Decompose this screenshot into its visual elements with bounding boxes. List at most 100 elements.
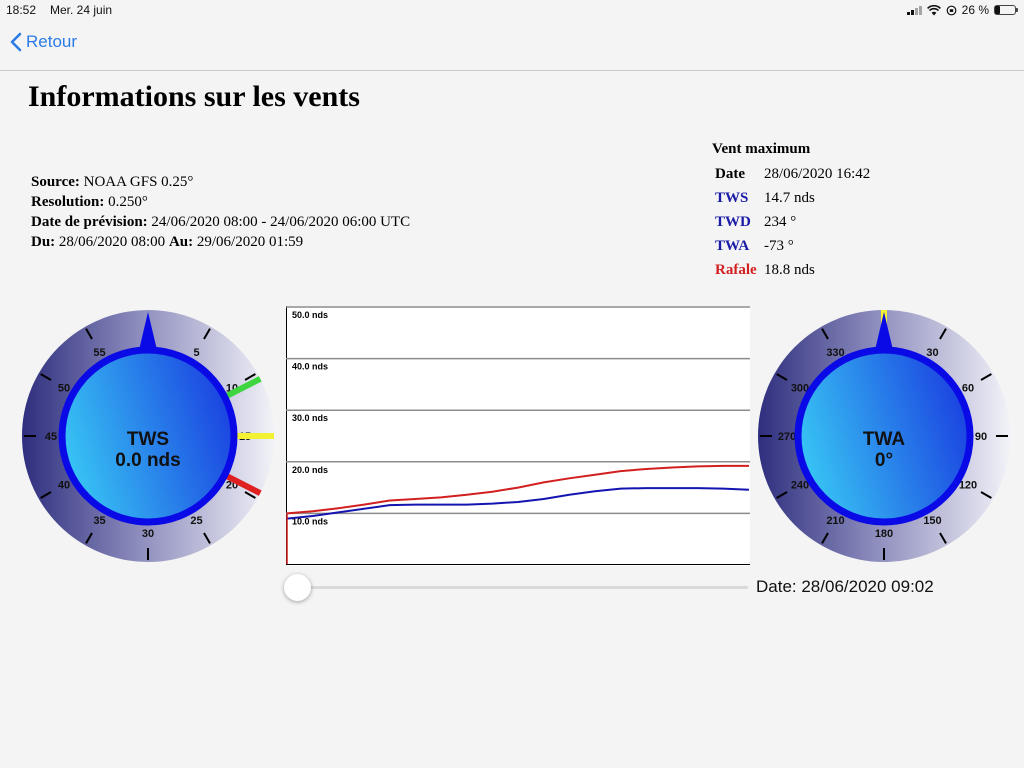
- gauge-tick-label: 150: [923, 515, 941, 527]
- chart-y-tick-label: 10.0 nds: [292, 516, 328, 526]
- navigation-bar: Retour: [0, 22, 1024, 71]
- max-wind-key: Date: [715, 165, 745, 182]
- cellular-signal-icon: [906, 5, 922, 15]
- gauge-tick-label: 90: [975, 431, 987, 443]
- status-time: 18:52: [6, 3, 37, 17]
- gauge-tick-label: 30: [926, 347, 938, 359]
- gauge-tick: [244, 373, 256, 381]
- status-bar: 18:52 Mer. 24 juin 26 %: [0, 0, 1024, 22]
- page-title: Informations sur les vents: [28, 80, 360, 113]
- max-wind-value: 234 °: [764, 213, 797, 230]
- to-value: 29/06/2020 01:59: [196, 234, 304, 250]
- max-wind-value: -73 °: [764, 237, 794, 254]
- max-wind-key: TWA: [715, 237, 750, 254]
- max-wind-key: TWS: [715, 189, 749, 206]
- back-button[interactable]: Retour: [10, 32, 77, 52]
- wind-speed-chart: 10.0 nds 20.0 nds 30.0 nds 40.0 nds 50.0 nds: [286, 306, 750, 566]
- gauge-tick: [203, 328, 211, 340]
- slider-track[interactable]: [284, 586, 748, 589]
- max-wind-key: Rafale: [715, 261, 757, 278]
- gauge-marker: [225, 376, 262, 399]
- gauge-value: 0.0 nds: [115, 450, 180, 471]
- chart-y-tick-label: 40.0 nds: [292, 362, 328, 372]
- forecast-date-line: Date de prévision: 24/06/2020 08:00 - 24…: [31, 212, 410, 232]
- gauge-tick-label: 55: [93, 347, 105, 359]
- gauge-marker: [225, 473, 262, 496]
- gauge-tick: [821, 532, 829, 544]
- gauge-tick: [244, 491, 256, 499]
- max-wind-row-twd: TWD 234 °: [712, 210, 870, 234]
- gauge-tick-label: 25: [190, 515, 202, 527]
- source-value: NOAA GFS 0.25°: [83, 174, 194, 190]
- from-value: 28/06/2020 08:00: [58, 234, 166, 250]
- max-wind-row-gust: Rafale 18.8 nds: [712, 258, 870, 282]
- gauge-tick: [939, 328, 947, 340]
- gauge-tick-label: 120: [959, 480, 977, 492]
- gauge-tick-label: 45: [45, 431, 57, 443]
- time-slider[interactable]: [284, 573, 748, 603]
- gauge-tick: [40, 491, 52, 499]
- max-wind-title: Vent maximum: [712, 141, 811, 157]
- gauge-tick: [85, 532, 93, 544]
- tws-gauge: 510152025303540455055 TWS 0.0 nds: [22, 310, 274, 562]
- max-wind-value: 14.7 nds: [764, 189, 815, 206]
- gauge-tick: [776, 491, 788, 499]
- gauge-tick-label: 50: [58, 383, 70, 395]
- gauge-label: TWS: [127, 429, 169, 450]
- chart-series-line: [286, 464, 749, 515]
- to-label: Au:: [168, 234, 194, 250]
- wifi-icon: [926, 4, 941, 15]
- battery-icon: [994, 5, 1018, 15]
- chart-series-line: [286, 487, 750, 520]
- gauge-tick: [980, 491, 992, 499]
- source-line: Source: NOAA GFS 0.25°: [31, 172, 410, 192]
- chart-background: [286, 306, 750, 566]
- gauge-tick-label: 5: [193, 347, 199, 359]
- gauge-tick-label: 270: [778, 431, 796, 443]
- max-wind-value: 18.8 nds: [764, 261, 815, 278]
- max-wind-row-twa: TWA -73 °: [712, 234, 870, 258]
- max-wind-row-tws: TWS 14.7 nds: [712, 186, 870, 210]
- period-line: Du: 28/06/2020 08:00 Au: 29/06/2020 01:5…: [31, 232, 410, 252]
- chart-y-tick-label: 30.0 nds: [292, 413, 328, 423]
- gauge-tick: [980, 373, 992, 381]
- max-wind-panel: Vent maximum Date 28/06/2020 16:42 TWS 14.…: [712, 141, 870, 282]
- forecast-date-value: 24/06/2020 08:00 - 24/06/2020 06:00 UTC: [151, 214, 411, 230]
- gauge-tick-label: 330: [826, 347, 844, 359]
- gauge-tick-label: 40: [58, 480, 70, 492]
- gauge-tick: [776, 373, 788, 381]
- gauge-tick-label: 300: [791, 383, 809, 395]
- gauge-tick-label: 60: [962, 383, 974, 395]
- gauge-tick-label: 30: [142, 528, 154, 540]
- forecast-info: Source: NOAA GFS 0.25° Resolution: 0.250…: [31, 172, 410, 252]
- max-wind-row-date: Date 28/06/2020 16:42: [712, 162, 870, 186]
- resolution-line: Resolution: 0.250°: [31, 192, 410, 212]
- slider-thumb[interactable]: [284, 574, 311, 601]
- gauge-label: TWA: [863, 429, 905, 450]
- resolution-value: 0.250°: [108, 194, 148, 210]
- current-date-label: Date: 28/06/2020 09:02: [756, 577, 934, 596]
- gauge-needle: [875, 312, 893, 350]
- forecast-date-label: Date de prévision:: [31, 214, 148, 230]
- gauge-tick: [939, 532, 947, 544]
- resolution-label: Resolution:: [31, 194, 105, 210]
- twa-gauge: 30 60 90 120 150 180 210 240 270 300 330 TWA 0°: [758, 310, 1010, 562]
- gauge-tick-label: 35: [93, 515, 105, 527]
- gauge-tick: [40, 373, 52, 381]
- orientation-lock-icon: [946, 5, 957, 15]
- battery-percent: 26 %: [961, 3, 989, 17]
- gauge-tick: [821, 328, 829, 340]
- gauge-needle: [139, 312, 157, 350]
- source-label: Source:: [31, 174, 80, 190]
- gauge-tick: [85, 328, 93, 340]
- gauge-tick-label: 240: [791, 480, 809, 492]
- from-label: Du:: [31, 234, 56, 250]
- back-label: Retour: [26, 32, 78, 51]
- max-wind-key: TWD: [715, 213, 751, 230]
- max-wind-value: 28/06/2020 16:42: [764, 165, 871, 182]
- gauge-value: 0°: [875, 450, 893, 471]
- chart-y-tick-label: 20.0 nds: [292, 465, 328, 475]
- status-date: Mer. 24 juin: [50, 3, 113, 17]
- gauge-tick-label: 180: [875, 528, 893, 540]
- gauge-tick-label: 210: [826, 515, 844, 527]
